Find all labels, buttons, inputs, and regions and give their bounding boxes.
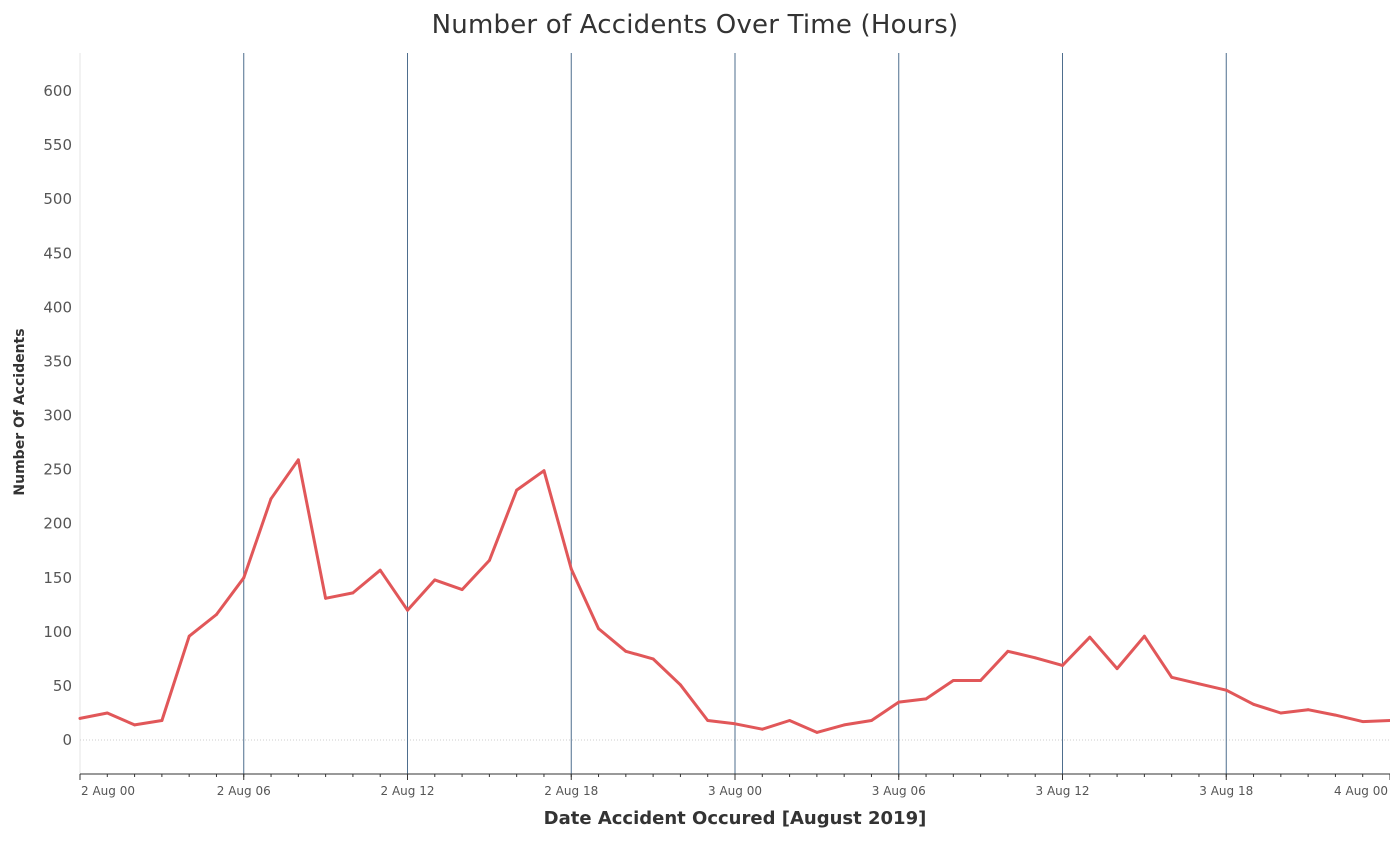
y-tick-label: 0 — [62, 731, 72, 749]
x-tick-label: 2 Aug 12 — [381, 784, 435, 798]
data-point — [406, 608, 409, 612]
x-tick-label: 3 Aug 00 — [708, 784, 762, 798]
data-point — [842, 723, 846, 727]
data-point — [488, 559, 491, 562]
data-point — [433, 578, 437, 582]
data-point — [378, 568, 382, 572]
data-point — [542, 469, 546, 473]
x-tick-label: 2 Aug 06 — [217, 784, 271, 798]
data-point — [760, 727, 764, 731]
data-point — [1006, 649, 1010, 653]
y-tick-label: 400 — [43, 298, 72, 316]
data-point — [215, 613, 218, 616]
y-tick-label: 200 — [43, 515, 72, 533]
data-point — [351, 591, 355, 595]
y-tick-label: 450 — [43, 244, 72, 262]
data-point — [1115, 667, 1119, 670]
y-tick-label: 600 — [43, 82, 72, 100]
data-point — [733, 722, 737, 726]
data-point — [269, 497, 273, 501]
data-point — [78, 717, 82, 720]
y-tick-label: 300 — [43, 407, 72, 425]
x-tick-label: 3 Aug 06 — [872, 784, 926, 798]
y-tick-label: 250 — [43, 461, 72, 479]
data-point — [569, 567, 573, 571]
data-point — [105, 711, 109, 715]
data-point — [1170, 675, 1174, 679]
x-tick-label: 3 Aug 18 — [1199, 784, 1253, 798]
data-point — [187, 634, 191, 638]
data-point — [706, 719, 710, 722]
data-point — [1252, 702, 1255, 706]
y-tick-label: 150 — [43, 569, 72, 587]
data-point — [515, 488, 519, 492]
x-tick-label: 2 Aug 18 — [544, 784, 598, 798]
data-point — [788, 719, 791, 722]
chart-title: Number of Accidents Over Time (Hours) — [431, 10, 959, 40]
x-tick-label: 3 Aug 12 — [1036, 784, 1090, 798]
data-point — [1334, 713, 1337, 717]
x-tick-label: 4 Aug 00 — [1334, 784, 1388, 798]
data-point — [460, 588, 464, 591]
y-tick-label: 100 — [43, 623, 72, 641]
y-tick-label: 500 — [43, 190, 72, 208]
data-point — [979, 679, 982, 682]
data-point — [1361, 720, 1365, 723]
data-point — [624, 649, 628, 653]
data-point — [679, 683, 682, 687]
data-point — [324, 596, 327, 600]
y-tick-label: 50 — [53, 677, 72, 695]
data-point — [1033, 656, 1037, 660]
data-point — [815, 731, 819, 734]
data-point — [924, 697, 928, 701]
data-point — [1279, 711, 1283, 715]
data-point — [1143, 634, 1146, 638]
data-point — [597, 627, 600, 630]
data-point — [951, 679, 955, 682]
data-point — [1224, 688, 1228, 692]
data-point — [133, 723, 137, 727]
data-point — [870, 719, 873, 722]
data-point — [160, 719, 164, 722]
data-point — [1061, 664, 1064, 667]
data-point — [1306, 708, 1310, 712]
y-tick-label: 350 — [43, 352, 72, 370]
x-axis-label: Date Accident Occured [August 2019] — [543, 808, 927, 829]
data-point — [242, 576, 246, 580]
y-tick-label: 550 — [43, 136, 72, 154]
data-point — [651, 657, 655, 661]
data-point — [296, 458, 300, 462]
data-point — [1197, 682, 1201, 686]
data-point — [897, 700, 901, 704]
data-point — [1088, 635, 1092, 639]
x-tick-label: 2 Aug 00 — [81, 784, 135, 798]
